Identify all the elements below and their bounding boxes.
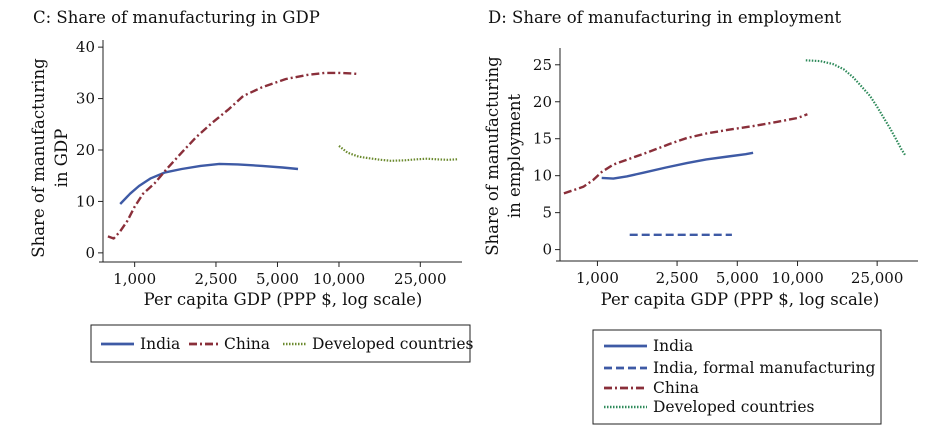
x-tick-label: 10,000 <box>313 270 366 288</box>
series-line-india <box>119 162 299 205</box>
x-axis-label: Per capita GDP (PPP $, log scale) <box>601 290 880 309</box>
x-tick-label: 5,000 <box>256 270 299 288</box>
legend: India China Developed countries <box>90 324 474 363</box>
y-tick-label: 15 <box>533 130 552 148</box>
series-line-developed-countries <box>338 145 458 162</box>
x-tick-label: 2,500 <box>194 270 237 288</box>
x-tick-label: 2,500 <box>656 269 699 287</box>
series-line-china <box>563 113 808 195</box>
x-tick-label: 10,000 <box>771 269 824 287</box>
y-tick-label: 0 <box>85 244 95 262</box>
chart-panel-c: C: Share of manufacturing in GDP 0 10 20 30 4… <box>29 8 474 363</box>
legend-label: India <box>140 335 180 353</box>
y-tick-label: 40 <box>76 38 95 56</box>
series-line-china <box>107 71 358 240</box>
y-axis-label: Share of manufacturing <box>29 58 48 258</box>
legend-label: Developed countries <box>312 335 474 353</box>
series-line-developed-countries <box>805 59 907 156</box>
y-tick-label: 10 <box>76 192 95 210</box>
y-axis-label: Share of manufacturing <box>483 56 502 256</box>
legend-label: Developed countries <box>653 398 815 416</box>
y-tick-label: 20 <box>533 93 552 111</box>
y-tick-label: 30 <box>76 90 95 108</box>
y-tick-label: 25 <box>533 56 552 74</box>
legend-label: China <box>224 335 270 353</box>
x-axis-label: Per capita GDP (PPP $, log scale) <box>144 290 423 309</box>
legend: India India, formal manufacturing ChinaDev… <box>592 329 882 425</box>
chart-panel-d: D: Share of manufacturing in employment 0… <box>483 8 918 425</box>
x-tick-label: 25,000 <box>851 269 904 287</box>
legend-label: China <box>653 379 699 397</box>
y-tick-label: 20 <box>76 141 95 159</box>
x-tick-label: 1,000 <box>576 269 619 287</box>
y-axis-label: in GDP <box>52 129 71 188</box>
y-tick-label: 10 <box>533 167 552 185</box>
series-line-india <box>601 151 754 180</box>
legend-label: India, formal manufacturing <box>653 359 876 377</box>
y-tick-label: 0 <box>542 241 552 259</box>
chart-title: D: Share of manufacturing in employment <box>488 8 841 27</box>
legend-label: India <box>653 337 693 355</box>
x-tick-label: 25,000 <box>394 270 447 288</box>
chart-title: C: Share of manufacturing in GDP <box>33 8 320 27</box>
x-tick-label: 5,000 <box>716 269 759 287</box>
legend-box <box>90 324 471 363</box>
x-tick-label: 1,000 <box>113 270 156 288</box>
y-axis-label: in employment <box>505 93 524 218</box>
y-tick-label: 5 <box>542 204 552 222</box>
